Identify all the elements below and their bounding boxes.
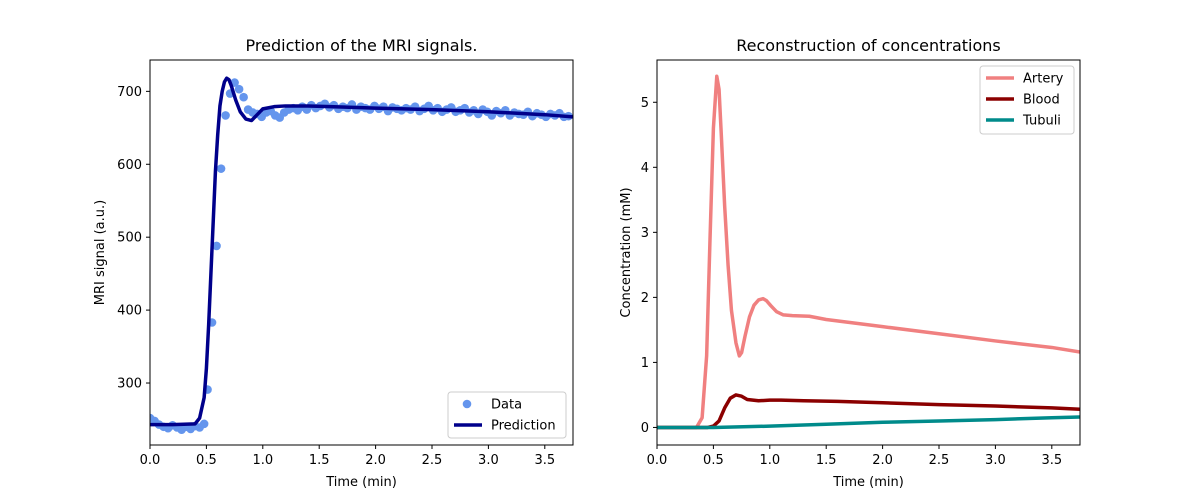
chart-title: Prediction of the MRI signals. (246, 36, 478, 55)
y-tick-label: 400 (117, 304, 142, 319)
data-point (234, 84, 244, 94)
plot-area (657, 74, 1080, 430)
x-tick-label: 3.0 (985, 453, 1006, 468)
legend-item-prediction: Prediction (454, 419, 556, 434)
y-tick-label: 600 (117, 158, 142, 173)
legend-label: Artery (1023, 72, 1064, 87)
x-tick-label: 3.5 (1041, 453, 1062, 468)
x-tick-label: 2.5 (929, 453, 950, 468)
x-tick-label: 0.0 (140, 453, 161, 468)
x-axis-label: Time (min) (832, 475, 904, 490)
x-tick-label: 0.5 (703, 453, 724, 468)
legend-item-tubuli: Tubuli (986, 114, 1061, 129)
legend: Artery Blood Tubuli (979, 65, 1075, 135)
x-tick-label: 2.0 (872, 453, 893, 468)
y-tick-label: 1 (641, 356, 649, 371)
x-tick-label: 3.5 (534, 453, 555, 468)
legend-label: Data (491, 398, 522, 413)
legend-item-artery: Artery (986, 72, 1064, 87)
chart-title: Reconstruction of concentrations (736, 36, 1000, 55)
y-tick-label: 3 (641, 226, 649, 241)
y-axis-label: MRI signal (a.u.) (93, 200, 108, 305)
axes-frame (149, 59, 574, 446)
legend-label: Tubuli (1022, 114, 1061, 129)
axes-frame (656, 59, 1081, 446)
legend-label: Blood (1023, 93, 1060, 108)
x-tick-label: 1.5 (816, 453, 837, 468)
x-tick-label: 1.0 (252, 453, 273, 468)
data-point (221, 111, 230, 120)
data-point (212, 241, 221, 251)
plot-area (150, 76, 573, 434)
x-tick-label: 0.0 (647, 453, 668, 468)
x-tick-label: 2.5 (422, 453, 443, 468)
y-tick-label: 5 (641, 96, 649, 111)
chart-2: Reconstruction of concentrations 0.0 0.5 1.… (619, 36, 1081, 490)
x-tick-label: 2.0 (365, 453, 386, 468)
legend-box (979, 65, 1075, 135)
legend-item-blood: Blood (986, 93, 1060, 108)
x-tick-label: 1.0 (759, 453, 780, 468)
x-tick-label: 1.5 (309, 453, 330, 468)
y-tick-label: 300 (117, 377, 142, 392)
x-tick-label: 0.5 (196, 453, 217, 468)
series-line-tubuli (657, 415, 1080, 430)
y-tick-label: 4 (641, 161, 649, 176)
legend-marker (462, 399, 472, 409)
y-tick-label: 500 (117, 231, 142, 246)
data-point (239, 92, 248, 102)
legend-label: Prediction (491, 419, 556, 434)
data-point (216, 164, 226, 173)
y-tick-label: 0 (641, 421, 649, 436)
series-line-blood (657, 393, 1080, 430)
series-line-artery (657, 74, 1080, 430)
data-point (199, 419, 209, 429)
series-line-prediction (150, 76, 573, 427)
legend: Data Prediction (447, 391, 567, 439)
y-axis-label: Concentration (mM) (619, 187, 634, 317)
x-tick-label: 3.0 (478, 453, 499, 468)
chart-1: Prediction of the MRI signals. 0.0 0.5 1.0 1… (93, 36, 574, 490)
legend-item-data: Data (462, 398, 522, 413)
x-axis-label: Time (min) (325, 475, 397, 490)
y-tick-label: 2 (641, 291, 649, 306)
y-tick-label: 700 (117, 85, 142, 100)
